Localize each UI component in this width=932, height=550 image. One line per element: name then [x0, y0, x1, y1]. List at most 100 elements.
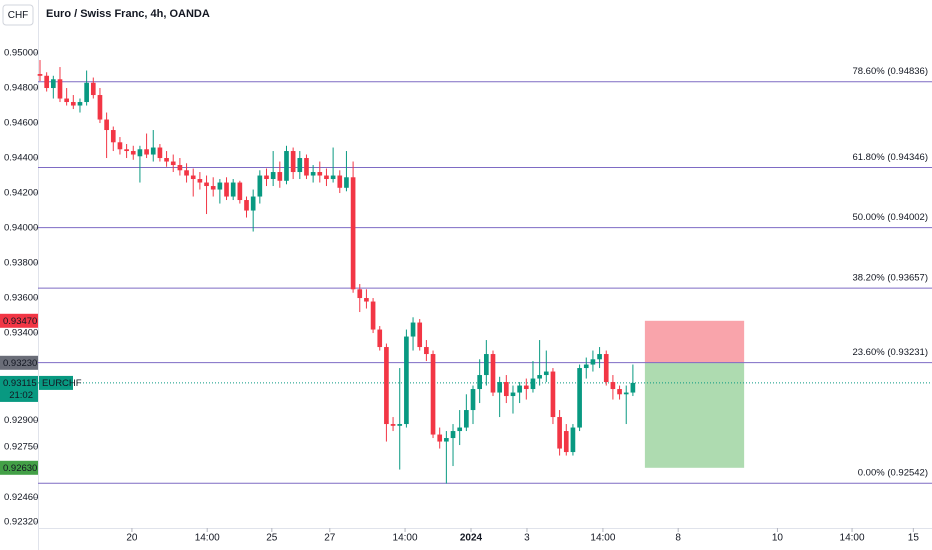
x-tick-label: 14:00 [393, 533, 418, 544]
candle-body [204, 182, 209, 187]
candle-body [297, 158, 303, 173]
price-badge [0, 313, 38, 328]
candle-body [424, 347, 429, 355]
candle-body [150, 147, 156, 155]
candle-body [57, 79, 63, 99]
candle-body [417, 322, 423, 348]
candle-body [457, 427, 463, 432]
price-badge [0, 460, 38, 475]
candle-body [477, 375, 483, 390]
candle-body [543, 371, 549, 376]
price-badge [0, 355, 38, 370]
candle-body [517, 385, 522, 393]
candle-body [450, 431, 456, 439]
candle-body [177, 165, 183, 171]
currency-label[interactable]: CHF [8, 10, 29, 21]
candle-body [277, 172, 283, 181]
candle-body [570, 427, 576, 453]
candle-body [184, 170, 189, 176]
candle-body [117, 142, 123, 150]
candle-body [523, 385, 529, 390]
target-zone [644, 362, 745, 468]
candle-body [410, 322, 416, 337]
candle-body [390, 424, 396, 426]
y-tick-label: 0.92900 [4, 415, 38, 426]
candle-body [337, 175, 343, 188]
candle-body [230, 182, 236, 197]
x-tick-label: 14:00 [590, 533, 615, 544]
candle-body [397, 424, 403, 426]
candle-body [244, 200, 249, 211]
candle-body [237, 182, 243, 201]
fib-label: 23.60% (0.93231) [852, 347, 928, 358]
candle-body [503, 382, 509, 397]
candle-body [304, 158, 309, 176]
candle-body [264, 175, 269, 180]
candle-body [64, 98, 69, 103]
x-tick-label: 25 [266, 533, 278, 544]
candle-body [530, 378, 536, 390]
candle-body [110, 130, 116, 143]
y-tick-label: 0.93800 [4, 258, 38, 269]
fib-label: 50.00% (0.94002) [852, 212, 928, 223]
x-tick-label: 14:00 [840, 533, 865, 544]
y-tick-label: 0.92320 [4, 517, 38, 528]
candle-body [97, 95, 103, 120]
candle-body [597, 354, 602, 360]
fib-label: 61.80% (0.94346) [852, 152, 928, 163]
candle-body [190, 175, 196, 180]
price-badge-label: 0.93230 [3, 358, 37, 369]
y-tick-label: 0.93600 [4, 293, 38, 304]
candle-body [257, 175, 263, 197]
x-tick-label: 27 [324, 533, 336, 544]
candle-body [384, 347, 389, 425]
candle-body [370, 301, 376, 330]
currency-button[interactable] [2, 4, 34, 26]
candle-body [630, 382, 636, 393]
candle-body [50, 79, 56, 89]
candle-body [284, 151, 289, 181]
candle-body [350, 177, 356, 290]
candle-body [510, 392, 516, 397]
price-badge-label: 0.92630 [3, 463, 37, 474]
candle-body [490, 354, 496, 393]
candle-body [104, 119, 109, 131]
candle-body [124, 149, 129, 152]
symbol-label: EURCHF [42, 378, 82, 389]
y-tick-label: 0.92750 [4, 441, 38, 452]
candle-body [537, 375, 542, 379]
fib-label: 78.60% (0.94836) [852, 66, 928, 77]
symbol-badge [39, 375, 73, 390]
candle-body [324, 175, 329, 180]
candle-body [90, 82, 96, 96]
candle-body [623, 392, 629, 395]
x-tick-label: 20 [126, 533, 138, 544]
candle-body [137, 149, 143, 157]
last-price-badge [0, 375, 38, 402]
candle-body [583, 364, 589, 369]
x-tick-label: 14:00 [195, 533, 220, 544]
y-tick-label: 0.94000 [4, 223, 38, 234]
candle-body [197, 179, 203, 183]
y-tick-label: 0.93400 [4, 328, 38, 339]
y-tick-label: 0.94400 [4, 153, 38, 164]
candle-body [77, 102, 83, 106]
candle-body [224, 182, 229, 197]
candle-body [557, 417, 562, 449]
candle-body [37, 74, 43, 76]
candle-body [270, 172, 276, 180]
candle-body [464, 410, 469, 428]
candle-body [437, 434, 443, 442]
candle-body [157, 147, 163, 159]
price-badge-label: 0.93470 [3, 316, 37, 327]
x-tick-label: 3 [524, 533, 530, 544]
candle-body [130, 151, 136, 155]
candle-body [577, 368, 582, 428]
candle-body [603, 354, 609, 383]
x-tick-label: 2024 [460, 533, 483, 544]
candle-body [617, 389, 622, 395]
y-tick-label: 0.92460 [4, 492, 38, 503]
